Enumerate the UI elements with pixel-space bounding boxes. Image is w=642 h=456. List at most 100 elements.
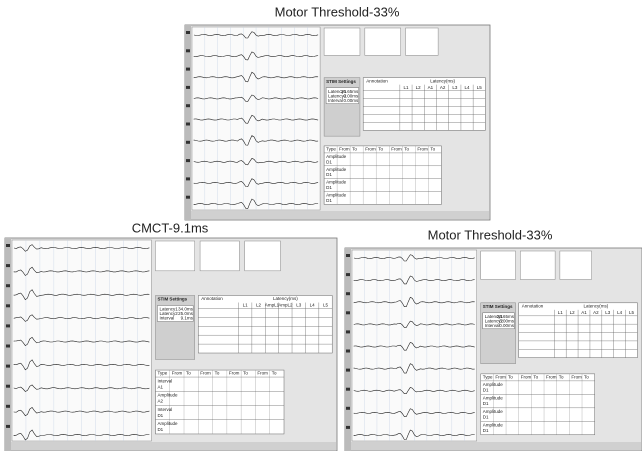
latency-column: L5 <box>629 310 635 315</box>
toolbar-icon <box>186 159 190 162</box>
latency-column: L2 <box>570 310 576 315</box>
toolbar-icon <box>186 196 190 199</box>
toolbar-icon <box>186 86 190 89</box>
table-header: To <box>352 147 357 152</box>
latency-column: A2 <box>593 310 599 315</box>
status-bar <box>351 442 641 450</box>
status-bar <box>11 442 336 450</box>
table-header: To <box>508 375 513 380</box>
row-type: Amplitude <box>483 409 504 414</box>
toolbar-icon <box>186 177 190 180</box>
latency-header: Latency(ms) <box>583 303 608 308</box>
stim-panel <box>481 303 516 364</box>
control-box <box>155 241 194 271</box>
toolbar-icon <box>6 345 10 348</box>
row-type: Amplitude <box>326 193 347 198</box>
toolbar-icon <box>6 244 10 247</box>
control-box <box>200 241 239 271</box>
row-label: D1 <box>326 159 332 164</box>
table-header: From <box>365 147 376 152</box>
latency-column: L4 <box>465 85 471 90</box>
latency-column: L3 <box>605 310 611 315</box>
table-header: From <box>257 371 268 376</box>
table-header: From <box>495 375 506 380</box>
row-label: D1 <box>326 198 332 203</box>
panel: STIM SettingsLatency125.65msLatency20.00… <box>185 25 490 220</box>
status-bar <box>191 211 489 219</box>
toolbar-icon <box>186 141 190 144</box>
latency-column: A1 <box>581 310 587 315</box>
table-header: To <box>215 371 220 376</box>
latency-column: L3 <box>452 85 458 90</box>
latency-label: Interval <box>485 323 500 328</box>
toolbar-icon <box>6 324 10 327</box>
control-box <box>245 241 281 271</box>
toolbar-icon <box>346 350 350 353</box>
latency-column: L4 <box>310 303 316 308</box>
row-label: D1 <box>483 388 489 393</box>
latency-column: A1 <box>428 85 434 90</box>
stim-settings-label: STIM Settings <box>157 297 187 302</box>
annotation-label: Annotation <box>522 303 544 308</box>
latency-column: L2 <box>416 85 422 90</box>
row-label: A2 <box>157 399 163 404</box>
table-header: To <box>559 375 564 380</box>
table-header: From <box>200 371 211 376</box>
control-box <box>560 251 592 279</box>
toolbar-icon <box>6 385 10 388</box>
row-type: Interval <box>157 379 172 384</box>
toolbar-icon <box>346 273 350 276</box>
table-header: To <box>533 375 538 380</box>
toolbar-icon <box>346 311 350 314</box>
table-header: From <box>229 371 240 376</box>
latency-column: L1 <box>403 85 409 90</box>
table-header: To <box>186 371 191 376</box>
table-header: From <box>339 147 350 152</box>
figure: STIM SettingsLatency125.65msLatency20.00… <box>0 0 642 451</box>
toolbar-icon <box>346 254 350 257</box>
toolbar-icon <box>346 388 350 391</box>
control-box <box>520 251 555 279</box>
row-label: D1 <box>483 401 489 406</box>
panel: STIM SettingsLatency125.65msLatency20.00… <box>345 248 642 451</box>
toolbar-icon <box>186 68 190 71</box>
row-type: Amplitude <box>157 421 178 426</box>
control-box <box>365 28 401 55</box>
panel-caption: CMCT-9.1ms <box>132 220 209 235</box>
table-header: Type <box>157 371 167 376</box>
control-box <box>324 28 360 55</box>
row-type: Amplitude <box>483 423 504 428</box>
latency-label: Interval <box>159 316 174 321</box>
latency-header: Latency(ms) <box>273 296 298 301</box>
toolbar-icon <box>6 304 10 307</box>
control-box <box>406 28 439 55</box>
panel-caption: Motor Threshold-33% <box>428 227 553 242</box>
toolbar-icon <box>346 330 350 333</box>
stim-settings-label: STIM Settings <box>326 79 356 84</box>
row-label: D1 <box>157 427 163 432</box>
toolbar-icon <box>186 31 190 34</box>
toolbar-icon <box>346 426 350 429</box>
latency-column: L2 <box>256 303 262 308</box>
toolbar-icon <box>186 123 190 126</box>
row-label: A1 <box>157 384 163 389</box>
table-header: To <box>378 147 383 152</box>
annotation-label: Annotation <box>201 296 223 301</box>
latency-column: L1 <box>558 310 564 315</box>
latency-column: L4 <box>617 310 623 315</box>
table-header: To <box>430 147 435 152</box>
table-header: To <box>243 371 248 376</box>
latency-header: Latency(ms) <box>430 78 455 83</box>
table-header: To <box>272 371 277 376</box>
table-header: From <box>417 147 428 152</box>
latency-value: 0.00ms <box>344 98 360 103</box>
toolbar-icon <box>346 407 350 410</box>
table-header: Type <box>483 375 493 380</box>
row-type: Amplitude <box>326 154 347 159</box>
toolbar-icon <box>6 425 10 428</box>
row-type: Amplitude <box>483 382 504 387</box>
row-type: Interval <box>157 407 172 412</box>
panel-caption: Motor Threshold-33% <box>275 4 400 19</box>
latency-column: L3 <box>296 303 302 308</box>
